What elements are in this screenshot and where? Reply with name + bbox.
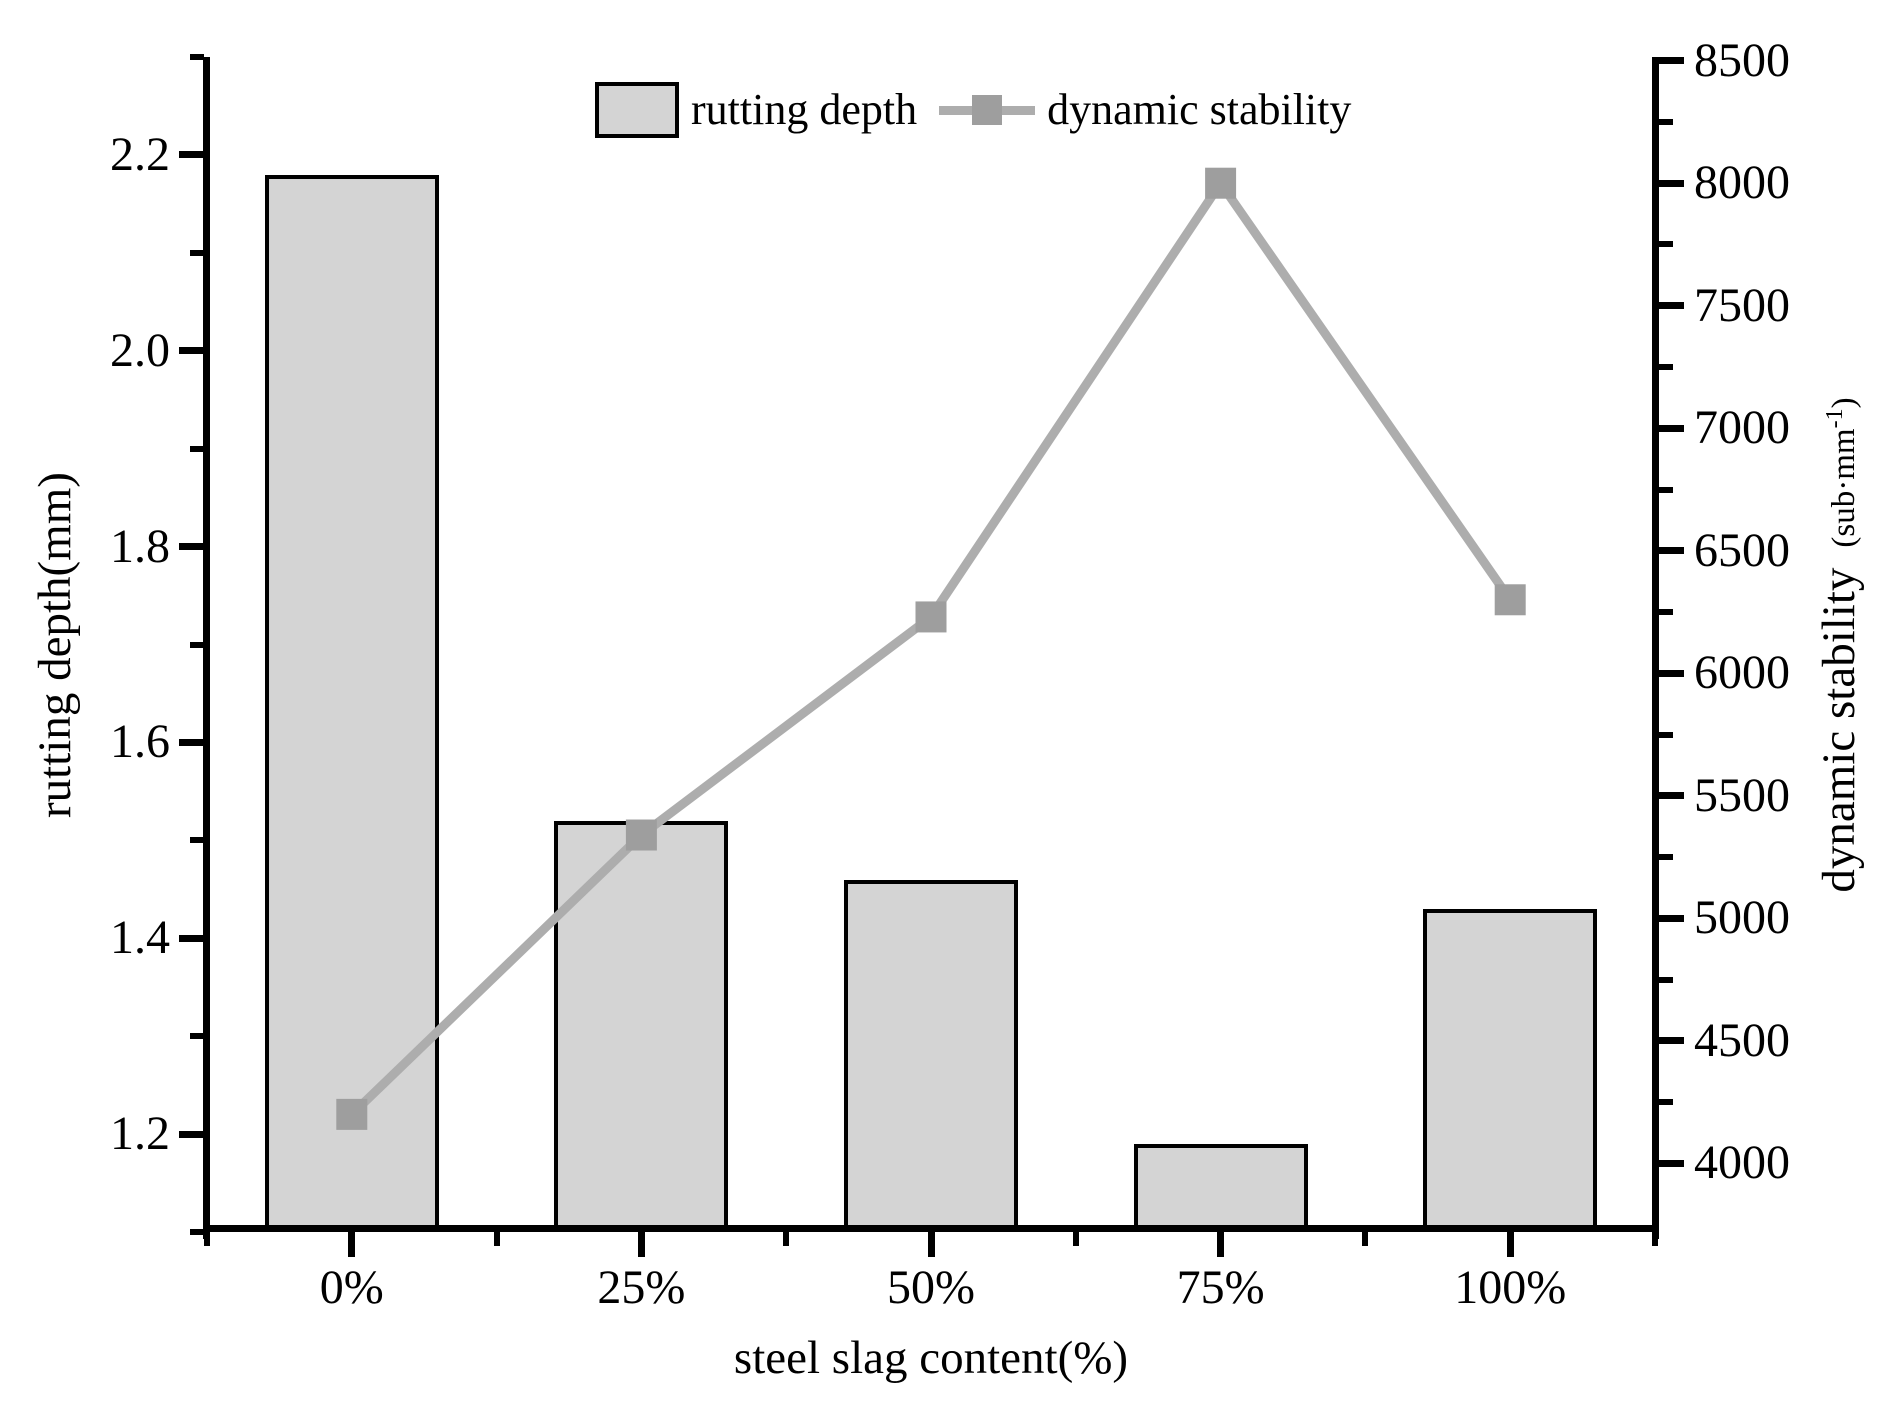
x-major-tick [348, 1232, 356, 1257]
left-minor-tick [190, 445, 204, 452]
left-major-tick [179, 151, 204, 159]
x-major-tick [637, 1232, 645, 1257]
right-minor-tick [1659, 854, 1673, 861]
right-major-tick [1659, 302, 1684, 310]
left-tick-label: 1.6 [110, 715, 170, 769]
right-major-tick [1659, 1037, 1684, 1045]
left-tick-label: 1.4 [110, 911, 170, 965]
right-tick-label: 4000 [1694, 1136, 1790, 1190]
x-minor-tick [204, 1232, 210, 1246]
left-tick-label: 2.2 [110, 127, 170, 181]
dynamic-stability-marker-0% [336, 1098, 368, 1130]
x-axis-title: steel slag content(%) [733, 1332, 1129, 1384]
x-minor-tick [1652, 1232, 1658, 1246]
right-axis-title-text: dynamic stability [1813, 567, 1865, 893]
right-axis-unit-sup: -1 [1822, 408, 1848, 429]
x-tick-label: 75% [1176, 1261, 1265, 1314]
right-tick-label: 8000 [1694, 156, 1790, 210]
left-axis-title-text: rutting depth(mm) [29, 472, 81, 818]
x-minor-tick [1362, 1232, 1369, 1246]
dynamic-stability-marker-75% [1205, 167, 1237, 199]
right-tick-label: 5000 [1694, 891, 1790, 945]
right-major-tick [1659, 792, 1684, 800]
right-major-tick [1659, 914, 1684, 922]
right-axis-title-unit: (sub·mm-1) [1822, 397, 1862, 555]
left-minor-tick [190, 249, 204, 256]
left-major-tick [179, 347, 204, 355]
x-major-tick [927, 1232, 935, 1257]
x-tick-label: 25% [597, 1261, 686, 1314]
legend-label-dynamic-stability: dynamic stability [1047, 85, 1352, 134]
left-tick-label: 1.8 [110, 519, 170, 573]
right-tick-label: 6500 [1694, 523, 1790, 577]
x-minor-tick [783, 1232, 790, 1246]
right-minor-tick [1659, 976, 1673, 983]
x-tick-label: 50% [887, 1261, 975, 1314]
x-minor-tick [493, 1232, 500, 1246]
x-major-tick [1217, 1232, 1225, 1257]
left-major-tick [179, 1130, 204, 1138]
dynamic-stability-line [348, 175, 1514, 1118]
right-tick-label: 5500 [1694, 768, 1790, 822]
right-tick-label: 7000 [1694, 401, 1790, 455]
left-major-tick [179, 934, 204, 942]
right-minor-tick [1659, 731, 1673, 738]
right-major-tick [1659, 669, 1684, 677]
right-axis-title: dynamic stability (sub·mm-1) [1803, 265, 1867, 1025]
right-minor-tick [1659, 609, 1673, 616]
x-minor-tick [1072, 1232, 1079, 1246]
right-axis-unit-post: ) [1826, 397, 1862, 409]
right-minor-tick [1659, 118, 1673, 125]
legend-line-symbol [939, 94, 1036, 125]
x-major-tick [1506, 1232, 1514, 1257]
left-minor-tick [190, 54, 204, 60]
right-major-tick [1659, 424, 1684, 432]
right-tick-label: 8500 [1694, 33, 1790, 87]
right-minor-tick [1659, 1099, 1673, 1106]
legend: rutting depth dynamic stability [595, 78, 1367, 142]
right-major-tick [1659, 1159, 1684, 1167]
right-axis-spine [1652, 57, 1659, 1239]
left-axis-spine [203, 57, 210, 1239]
left-minor-tick [190, 1229, 204, 1235]
right-major-tick [1659, 547, 1684, 555]
right-minor-tick [1659, 363, 1673, 370]
right-tick-label: 6000 [1694, 646, 1790, 700]
left-tick-label: 1.2 [110, 1107, 170, 1161]
left-minor-tick [190, 641, 204, 648]
right-major-tick [1659, 179, 1684, 187]
legend-square-marker-icon [972, 94, 1003, 125]
bottom-axis-spine [203, 1225, 1659, 1232]
x-tick-label: 0% [319, 1261, 384, 1314]
dynamic-stability-marker-100% [1494, 584, 1526, 616]
right-tick-label: 4500 [1694, 1013, 1790, 1067]
left-major-tick [179, 543, 204, 551]
right-tick-label: 7500 [1694, 278, 1790, 332]
dynamic-stability-marker-50% [915, 601, 947, 633]
right-major-tick [1659, 57, 1684, 65]
left-major-tick [179, 738, 204, 746]
right-minor-tick [1659, 241, 1673, 248]
left-tick-label: 2.0 [110, 323, 170, 377]
x-tick-label: 100% [1454, 1261, 1567, 1314]
left-minor-tick [190, 1033, 204, 1040]
legend-label-rutting-depth: rutting depth [691, 85, 918, 134]
left-minor-tick [190, 837, 204, 844]
legend-bar-swatch [595, 82, 679, 138]
right-minor-tick [1659, 486, 1673, 493]
right-axis-unit-pre: (sub·mm [1826, 428, 1862, 548]
dynamic-stability-marker-25% [625, 819, 657, 851]
left-axis-title: rutting depth(mm) [25, 345, 85, 945]
